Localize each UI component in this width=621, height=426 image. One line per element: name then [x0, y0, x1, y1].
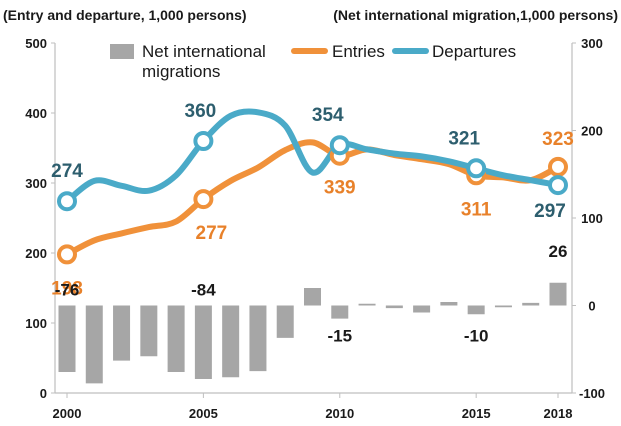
net-migration-data-label: 26 — [549, 242, 568, 261]
legend-label-net-line2: migrations — [142, 62, 220, 81]
net-migration-bar — [276, 305, 294, 338]
right-tick-label: 100 — [581, 211, 603, 226]
right-tick-label: 0 — [588, 299, 595, 314]
left-axis-title: (Entry and departure, 1,000 persons) — [3, 7, 247, 23]
net-migration-data-label: -15 — [327, 327, 352, 346]
net-migration-bar — [85, 305, 103, 384]
net-migration-data-label: -76 — [55, 281, 80, 300]
net-migration-bar — [385, 305, 403, 309]
net-migration-bar — [222, 305, 240, 378]
left-tick-label: 0 — [40, 386, 47, 401]
net-migration-bar — [58, 305, 76, 372]
series-markers — [57, 131, 568, 265]
net-migration-bar — [358, 303, 376, 306]
left-tick-label: 500 — [25, 36, 47, 51]
entries-data-label: 311 — [461, 199, 492, 220]
net-migration-bar — [413, 305, 431, 313]
right-tick-label: 300 — [581, 36, 603, 51]
net-migration-bar — [440, 302, 458, 306]
net-migration-bar — [494, 305, 512, 308]
entries-point — [57, 244, 77, 265]
left-tick-label: 400 — [25, 106, 47, 121]
left-tick-label: 300 — [25, 176, 47, 191]
legend: Net international migrations Entries Dep… — [110, 42, 516, 81]
net-migration-bar — [522, 302, 540, 306]
right-tick-label: 200 — [581, 124, 603, 139]
departures-data-label: 360 — [185, 101, 217, 122]
right-tick-label: -100 — [579, 386, 605, 401]
x-tick-label: 2018 — [544, 406, 573, 421]
net-migration-data-label: -84 — [191, 281, 216, 300]
legend-label-net-line1: Net international — [142, 42, 266, 61]
entries-point — [193, 189, 214, 210]
departures-data-label: 297 — [534, 201, 566, 222]
entries-data-label: 339 — [324, 178, 356, 199]
net-migration-bars — [58, 282, 567, 384]
net-migration-bar — [331, 305, 349, 319]
departures-data-label: 274 — [51, 161, 83, 182]
series-lines — [64, 108, 561, 258]
x-tick-label: 2000 — [53, 406, 82, 421]
departures-point — [329, 135, 350, 156]
net-migration-bar — [467, 305, 485, 315]
entries-data-label: 198 — [51, 278, 83, 299]
legend-label-departures: Departures — [432, 42, 516, 61]
departures-point — [57, 191, 77, 212]
data-labels: 198 277 339 311 323 274 360 354 321 297 -76 -84 -15 -… — [51, 101, 574, 346]
net-migration-bar — [140, 305, 158, 357]
left-tick-label: 200 — [25, 246, 47, 261]
departures-point — [548, 175, 568, 196]
x-tick-label: 2010 — [325, 406, 354, 421]
x-tick-label: 2015 — [462, 406, 491, 421]
right-axis-title: (Net international migration,1,000 perso… — [333, 7, 618, 23]
entries-data-label: 323 — [542, 129, 574, 150]
entries-data-label: 277 — [196, 223, 228, 244]
net-migration-bar — [549, 282, 567, 306]
net-migration-data-label: -10 — [464, 327, 489, 346]
departures-point — [466, 158, 487, 179]
net-migration-bar — [304, 288, 321, 306]
departures-data-label: 354 — [312, 105, 344, 126]
entries-point — [548, 156, 568, 177]
legend-label-entries: Entries — [332, 42, 385, 61]
net-migration-bar — [194, 305, 212, 379]
legend-swatch-net — [110, 44, 134, 59]
left-tick-label: 100 — [25, 316, 47, 331]
net-migration-bar — [113, 305, 131, 361]
net-migration-bar — [249, 305, 267, 372]
axes: 0 100 200 300 400 500 -100 0 100 200 300 2000 2005 20… — [25, 36, 605, 421]
departures-data-label: 321 — [448, 128, 480, 149]
net-migration-bar — [167, 305, 185, 372]
departures-point — [193, 131, 214, 151]
x-tick-label: 2005 — [189, 406, 218, 421]
